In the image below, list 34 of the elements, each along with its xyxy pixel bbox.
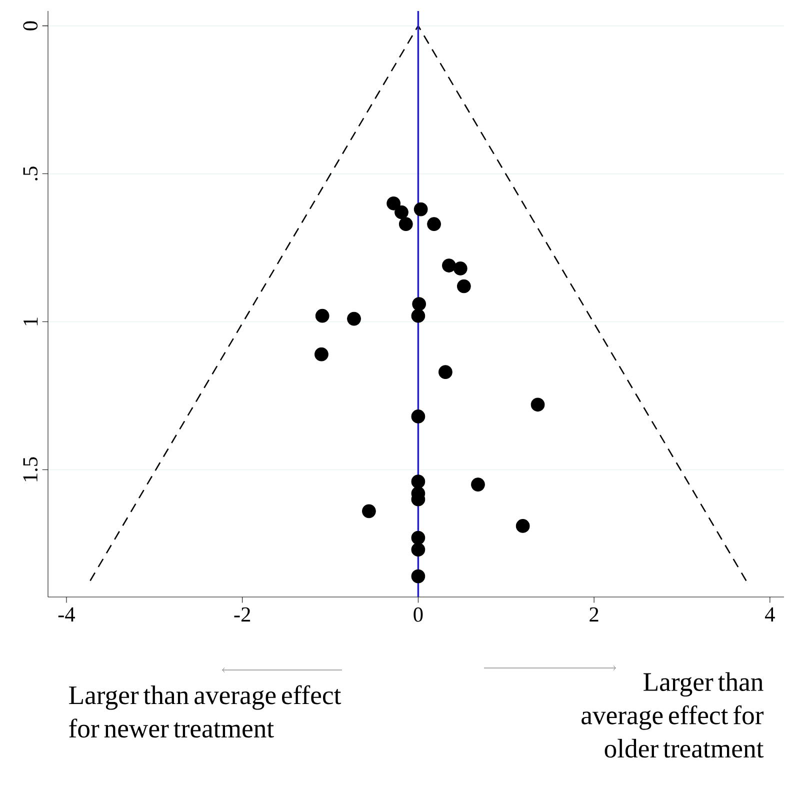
point — [412, 297, 426, 311]
point — [453, 262, 468, 276]
y-tick-label: .5 — [23, 166, 38, 180]
text: Larger than average effect for newer treatment — [69, 685, 342, 738]
y-tick-label: 1 — [24, 318, 38, 326]
point — [471, 478, 485, 492]
point — [438, 365, 452, 380]
x-tick-label: -2 — [234, 607, 250, 622]
point — [411, 569, 426, 584]
x-tick-label: 0 — [414, 607, 423, 622]
point — [394, 205, 408, 220]
x-tick-label: -4 — [58, 607, 76, 622]
x-tick-label: 2 — [590, 607, 598, 622]
point — [411, 474, 426, 489]
point — [411, 530, 426, 545]
text: Larger than average effect for older treatment — [582, 672, 764, 758]
point — [347, 312, 361, 326]
y-tick-label: 0 — [23, 21, 38, 30]
point — [314, 347, 328, 362]
point — [427, 217, 441, 232]
point — [456, 279, 471, 294]
point — [362, 504, 376, 518]
point — [411, 308, 426, 323]
point — [411, 542, 426, 557]
point — [315, 308, 330, 323]
point — [516, 519, 530, 533]
point — [398, 217, 413, 232]
point — [414, 202, 428, 216]
y-tick-label: 1.5 — [23, 457, 38, 482]
x-tick-label: 4 — [765, 607, 775, 622]
point — [411, 410, 426, 424]
point — [530, 398, 545, 412]
point — [386, 196, 401, 210]
point — [442, 258, 456, 272]
